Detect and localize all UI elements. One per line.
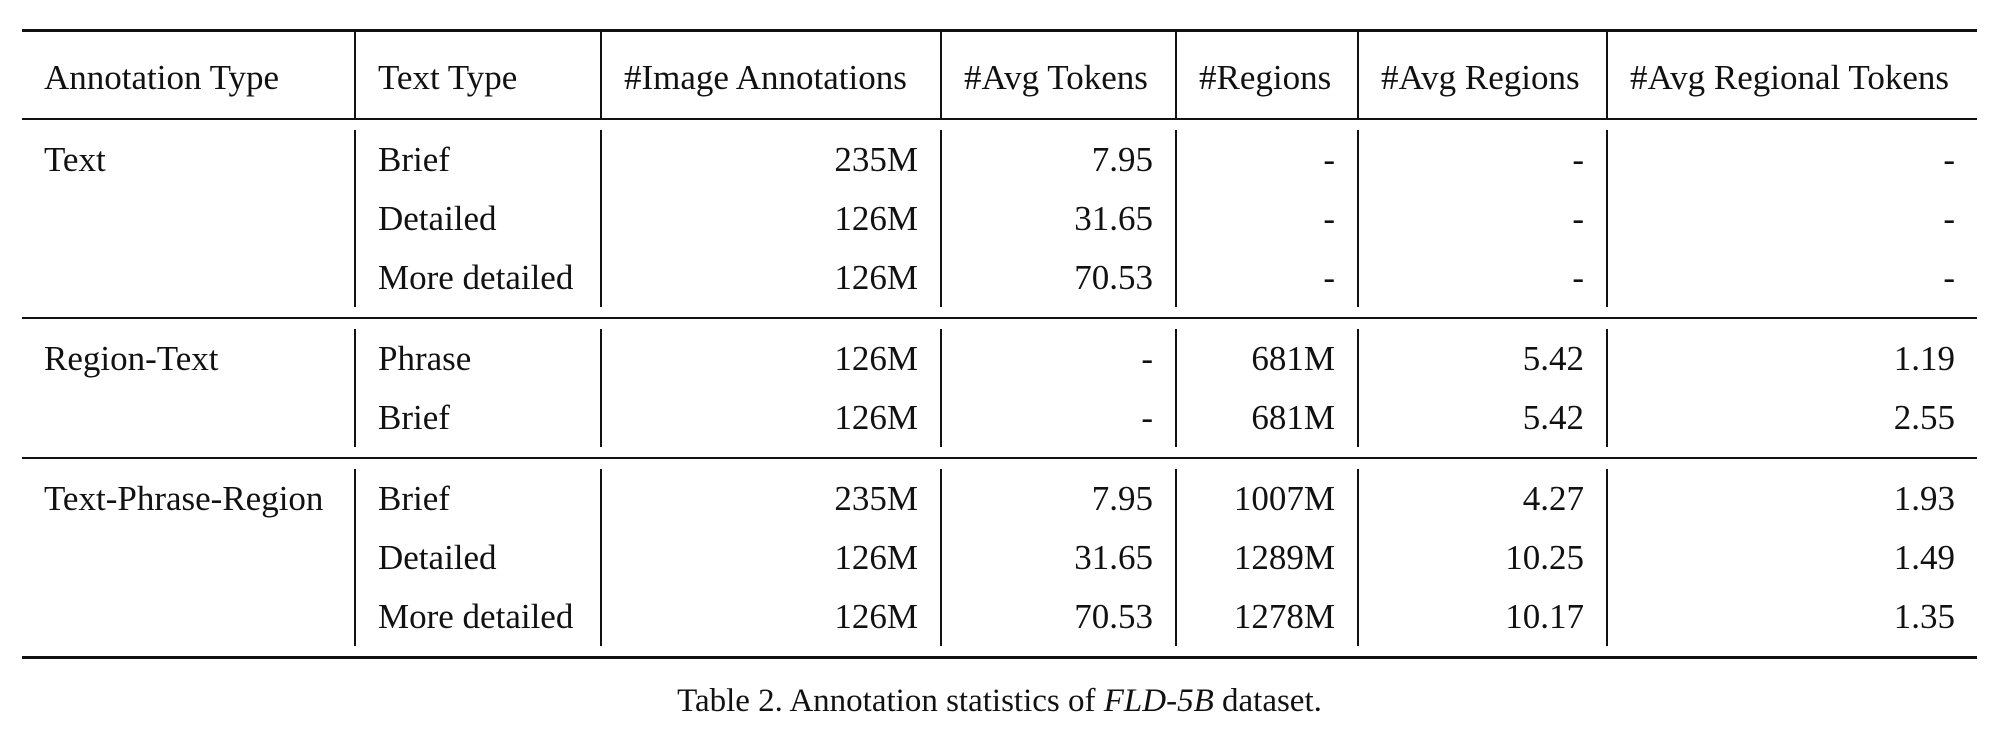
- group-text: Text Brief 235M 7.95 - - - Detailed 126M…: [22, 130, 1977, 307]
- image-annotations-cell: 126M: [600, 388, 940, 447]
- regions-cell: 1007M: [1175, 469, 1357, 528]
- table-row: Text Brief 235M 7.95 - - -: [22, 130, 1977, 189]
- annotation-type-cell: Text-Phrase-Region: [44, 478, 324, 518]
- annotation-type-cell: Text: [44, 139, 106, 179]
- image-annotations-cell: 235M: [600, 130, 940, 189]
- image-annotations-cell: 126M: [600, 189, 940, 248]
- avg-regional-tokens-cell: -: [1606, 189, 1977, 248]
- table-caption: Table 2. Annotation statistics of FLD-5B…: [0, 683, 1999, 720]
- header-regions: #Regions: [1175, 32, 1357, 118]
- header-avg-tokens: #Avg Tokens: [940, 32, 1175, 118]
- avg-regional-tokens-cell: -: [1606, 130, 1977, 189]
- table-row: Detailed 126M 31.65 - - -: [22, 189, 1977, 248]
- text-type-cell: Phrase: [354, 329, 600, 388]
- text-type-cell: Detailed: [354, 528, 600, 587]
- image-annotations-cell: 126M: [600, 587, 940, 646]
- header-row: Annotation Type Text Type #Image Annotat…: [22, 32, 1977, 118]
- image-annotations-cell: 126M: [600, 528, 940, 587]
- header-avg-regions: #Avg Regions: [1357, 32, 1606, 118]
- header-avg-regional-tokens: #Avg Regional Tokens: [1606, 32, 1977, 118]
- avg-tokens-cell: -: [940, 329, 1175, 388]
- avg-regions-cell: 4.27: [1357, 469, 1606, 528]
- avg-regions-cell: 5.42: [1357, 329, 1606, 388]
- text-type-cell: More detailed: [354, 248, 600, 307]
- avg-regions-cell: 10.17: [1357, 587, 1606, 646]
- avg-regional-tokens-cell: 1.19: [1606, 329, 1977, 388]
- header-annotation-type: Annotation Type: [44, 58, 280, 97]
- text-type-cell: Brief: [354, 388, 600, 447]
- header-rule: [22, 118, 1977, 120]
- header-text-type: Text Type: [354, 32, 600, 118]
- avg-tokens-cell: 7.95: [940, 130, 1175, 189]
- avg-regions-cell: 5.42: [1357, 388, 1606, 447]
- annotation-type-cell: [22, 189, 354, 248]
- group-rule: [22, 457, 1977, 459]
- image-annotations-cell: 235M: [600, 469, 940, 528]
- table-header: Annotation Type Text Type #Image Annotat…: [22, 32, 1977, 118]
- regions-cell: -: [1175, 130, 1357, 189]
- statistics-table: Annotation Type Text Type #Image Annotat…: [22, 29, 1977, 659]
- table-bottom-rule: [22, 656, 1977, 659]
- group-region-text: Region-Text Phrase 126M - 681M 5.42 1.19…: [22, 329, 1977, 447]
- regions-cell: 681M: [1175, 388, 1357, 447]
- regions-cell: -: [1175, 189, 1357, 248]
- avg-regions-cell: -: [1357, 189, 1606, 248]
- avg-regional-tokens-cell: 2.55: [1606, 388, 1977, 447]
- avg-tokens-cell: 70.53: [940, 587, 1175, 646]
- avg-regions-cell: -: [1357, 248, 1606, 307]
- avg-regions-cell: -: [1357, 130, 1606, 189]
- annotation-type-cell: [22, 587, 354, 646]
- annotation-type-cell: Region-Text: [44, 338, 219, 378]
- avg-tokens-cell: 31.65: [940, 528, 1175, 587]
- table-row: Detailed 126M 31.65 1289M 10.25 1.49: [22, 528, 1977, 587]
- avg-regions-cell: 10.25: [1357, 528, 1606, 587]
- table-top-rule: [22, 29, 1977, 32]
- table-row: Brief 126M - 681M 5.42 2.55: [22, 388, 1977, 447]
- avg-regional-tokens-cell: -: [1606, 248, 1977, 307]
- regions-cell: 681M: [1175, 329, 1357, 388]
- avg-tokens-cell: 7.95: [940, 469, 1175, 528]
- table-row: More detailed 126M 70.53 1278M 10.17 1.3…: [22, 587, 1977, 646]
- text-type-cell: Detailed: [354, 189, 600, 248]
- header-image-annotations: #Image Annotations: [600, 32, 940, 118]
- avg-regional-tokens-cell: 1.93: [1606, 469, 1977, 528]
- table-row: Region-Text Phrase 126M - 681M 5.42 1.19: [22, 329, 1977, 388]
- avg-regional-tokens-cell: 1.35: [1606, 587, 1977, 646]
- text-type-cell: More detailed: [354, 587, 600, 646]
- caption-prefix: Table 2. Annotation statistics of: [677, 683, 1104, 719]
- avg-tokens-cell: -: [940, 388, 1175, 447]
- annotation-type-cell: [22, 528, 354, 587]
- regions-cell: 1289M: [1175, 528, 1357, 587]
- group-text-phrase-region: Text-Phrase-Region Brief 235M 7.95 1007M…: [22, 469, 1977, 646]
- regions-cell: 1278M: [1175, 587, 1357, 646]
- table-row: More detailed 126M 70.53 - - -: [22, 248, 1977, 307]
- annotation-type-cell: [22, 388, 354, 447]
- image-annotations-cell: 126M: [600, 329, 940, 388]
- table-row: Text-Phrase-Region Brief 235M 7.95 1007M…: [22, 469, 1977, 528]
- annotation-type-cell: [22, 248, 354, 307]
- avg-regional-tokens-cell: 1.49: [1606, 528, 1977, 587]
- caption-suffix: dataset.: [1213, 683, 1322, 719]
- regions-cell: -: [1175, 248, 1357, 307]
- group-rule: [22, 317, 1977, 319]
- text-type-cell: Brief: [354, 469, 600, 528]
- caption-dataset-name: FLD-5B: [1103, 683, 1214, 719]
- avg-tokens-cell: 31.65: [940, 189, 1175, 248]
- image-annotations-cell: 126M: [600, 248, 940, 307]
- text-type-cell: Brief: [354, 130, 600, 189]
- avg-tokens-cell: 70.53: [940, 248, 1175, 307]
